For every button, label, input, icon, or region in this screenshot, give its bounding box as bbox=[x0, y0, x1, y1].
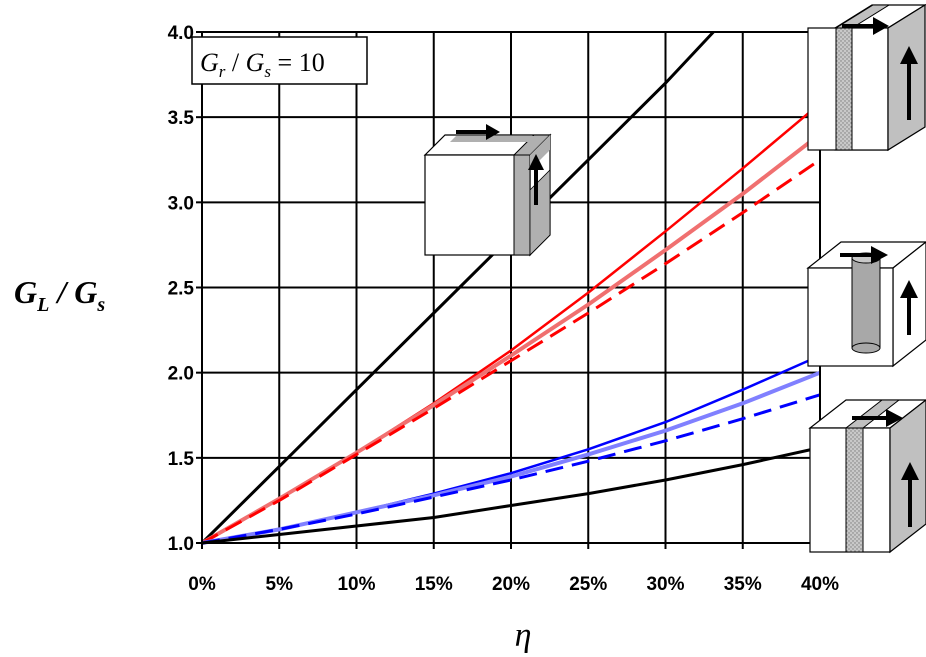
inset-cube-layer-lower bbox=[808, 399, 926, 554]
series-group bbox=[200, 30, 822, 545]
x-tick-label: 30% bbox=[646, 574, 684, 595]
y-tick-label: 2.5 bbox=[168, 279, 195, 300]
series-line-5 bbox=[201, 370, 821, 545]
annotation-sub-a: r bbox=[219, 62, 226, 81]
x-tick-label: 20% bbox=[492, 574, 530, 595]
annotation-value: 10 bbox=[299, 48, 325, 77]
series-line-0 bbox=[200, 30, 715, 545]
y-tick-label: 4.0 bbox=[168, 23, 194, 44]
x-tick-label: 25% bbox=[569, 574, 607, 595]
y-tick-label: 3.5 bbox=[168, 108, 195, 129]
x-tick-labels: 0% 5% 10% 15% 20% 25% 30% 35% 40% bbox=[188, 543, 839, 595]
inset-cube-laminate-corner bbox=[423, 124, 552, 257]
annotation-main-b: G bbox=[246, 48, 265, 77]
inset-cube-vertical-laminate bbox=[807, 3, 926, 152]
x-tick-label: 0% bbox=[188, 574, 216, 595]
annotation-box: Gr / Gs = 10 bbox=[191, 36, 368, 85]
x-tick-label: 40% bbox=[801, 574, 839, 595]
x-tick-label: 10% bbox=[337, 574, 375, 595]
y-tick-label: 3.0 bbox=[168, 193, 194, 214]
series-line-6 bbox=[201, 393, 821, 545]
y-tick-label: 1.5 bbox=[168, 449, 195, 470]
x-tick-label: 35% bbox=[724, 574, 762, 595]
inset-cube-cylinder bbox=[806, 241, 926, 368]
y-tick-label: 2.0 bbox=[168, 364, 194, 385]
annotation-sub-b: s bbox=[264, 62, 271, 81]
y-tick-label: 1.0 bbox=[168, 534, 194, 555]
x-tick-label: 5% bbox=[266, 574, 294, 595]
annotation-main-a: G bbox=[200, 48, 219, 77]
annotation-slash: / bbox=[225, 48, 245, 77]
y-axis-label: GL / Gs bbox=[14, 274, 105, 316]
x-tick-label: 15% bbox=[415, 574, 453, 595]
series-line-3 bbox=[201, 158, 821, 545]
annotation-eq: = bbox=[271, 48, 299, 77]
x-axis-label: η bbox=[515, 617, 532, 654]
svg-text:Gr / Gs = 10: Gr / Gs = 10 bbox=[200, 48, 325, 81]
series-line-7 bbox=[201, 446, 821, 545]
y-tick-labels: 1.0 1.5 2.0 2.5 3.0 3.5 4.0 bbox=[168, 23, 202, 555]
